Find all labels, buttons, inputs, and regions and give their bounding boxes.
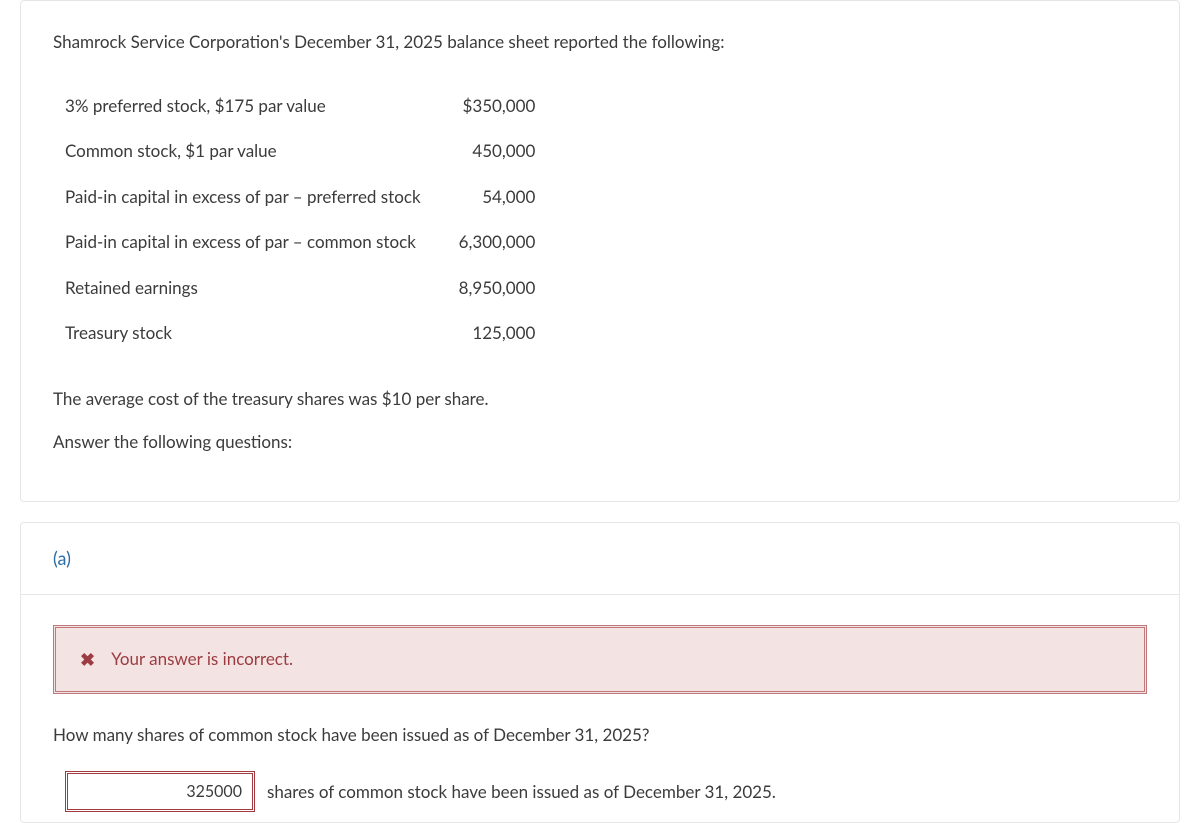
row-value: $350,000 <box>435 83 550 129</box>
question-card: (a) ✖ Your answer is incorrect. How many… <box>20 522 1180 823</box>
answer-input[interactable] <box>65 771 255 812</box>
table-row: Common stock, $1 par value450,000 <box>65 128 549 174</box>
row-label: Treasury stock <box>65 310 435 356</box>
question-text: How many shares of common stock have bee… <box>53 722 1147 748</box>
feedback-text: Your answer is incorrect. <box>111 646 293 672</box>
row-value: 8,950,000 <box>435 265 550 311</box>
row-label: Retained earnings <box>65 265 435 311</box>
part-label: (a) <box>21 523 1179 595</box>
answer-suffix: shares of common stock have been issued … <box>267 779 776 805</box>
balance-sheet-body: 3% preferred stock, $175 par value$350,0… <box>65 83 549 356</box>
row-value: 450,000 <box>435 128 550 174</box>
table-row: Paid-in capital in excess of par – commo… <box>65 219 549 265</box>
table-row: Paid-in capital in excess of par – prefe… <box>65 174 549 220</box>
row-value: 54,000 <box>435 174 550 220</box>
row-label: Paid-in capital in excess of par – prefe… <box>65 174 435 220</box>
row-value: 6,300,000 <box>435 219 550 265</box>
problem-intro: Shamrock Service Corporation's December … <box>53 29 1147 55</box>
treasury-note: The average cost of the treasury shares … <box>53 386 1147 412</box>
problem-card: Shamrock Service Corporation's December … <box>20 0 1180 502</box>
row-label: Common stock, $1 par value <box>65 128 435 174</box>
feedback-alert: ✖ Your answer is incorrect. <box>53 625 1147 694</box>
table-row: 3% preferred stock, $175 par value$350,0… <box>65 83 549 129</box>
balance-sheet-table: 3% preferred stock, $175 par value$350,0… <box>65 83 549 356</box>
question-body: ✖ Your answer is incorrect. How many sha… <box>21 595 1179 823</box>
answer-prompt: Answer the following questions: <box>53 429 1147 455</box>
row-label: 3% preferred stock, $175 par value <box>65 83 435 129</box>
table-row: Treasury stock125,000 <box>65 310 549 356</box>
row-value: 125,000 <box>435 310 550 356</box>
row-label: Paid-in capital in excess of par – commo… <box>65 219 435 265</box>
table-row: Retained earnings8,950,000 <box>65 265 549 311</box>
answer-row: shares of common stock have been issued … <box>53 771 1147 812</box>
incorrect-icon: ✖ <box>80 646 95 673</box>
